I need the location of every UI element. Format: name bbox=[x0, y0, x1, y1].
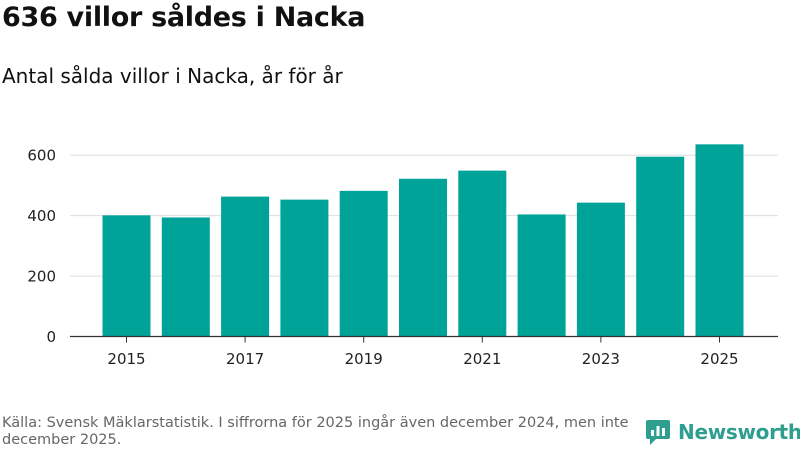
x-axis-ticks: 2015 2017 2019 2021 2023 2025 bbox=[107, 336, 739, 368]
bar-2018 bbox=[280, 199, 329, 337]
bar-2024 bbox=[636, 156, 685, 337]
bar-2019 bbox=[339, 190, 388, 337]
x-tick-label: 2019 bbox=[345, 350, 383, 368]
x-tick-label: 2023 bbox=[582, 350, 620, 368]
source-note: Källa: Svensk Mäklarstatistik. I siffror… bbox=[2, 415, 629, 448]
y-tick-label: 0 bbox=[46, 328, 56, 346]
chart-subtitle: Antal sålda villor i Nacka, år för år bbox=[2, 64, 343, 88]
bar-2016 bbox=[161, 217, 210, 337]
newsworthy-logo-icon bbox=[646, 420, 670, 445]
bar-2015 bbox=[102, 215, 151, 337]
y-tick-label: 600 bbox=[27, 147, 56, 165]
y-axis-ticks: 0 200 400 600 bbox=[27, 147, 56, 346]
bar-2021 bbox=[458, 170, 507, 337]
bars bbox=[102, 144, 744, 337]
chart-title: 636 villor såldes i Nacka bbox=[2, 2, 366, 33]
y-tick-label: 200 bbox=[27, 268, 56, 286]
y-tick-label: 400 bbox=[27, 207, 56, 225]
x-tick-label: 2015 bbox=[107, 350, 145, 368]
x-tick-label: 2017 bbox=[226, 350, 264, 368]
bar-chart: 0 200 400 600 2015 2017 2019 2021 2023 2025 bbox=[27, 144, 778, 368]
bar-2017 bbox=[221, 196, 270, 337]
x-tick-label: 2021 bbox=[463, 350, 501, 368]
brand-logo: Newsworthy bbox=[644, 418, 800, 446]
brand-name: Newsworthy bbox=[678, 420, 800, 444]
bar-2023 bbox=[576, 202, 625, 337]
bar-2025 bbox=[695, 144, 744, 337]
x-tick-label: 2025 bbox=[700, 350, 738, 368]
bar-2022 bbox=[517, 214, 566, 337]
bar-2020 bbox=[399, 178, 447, 337]
